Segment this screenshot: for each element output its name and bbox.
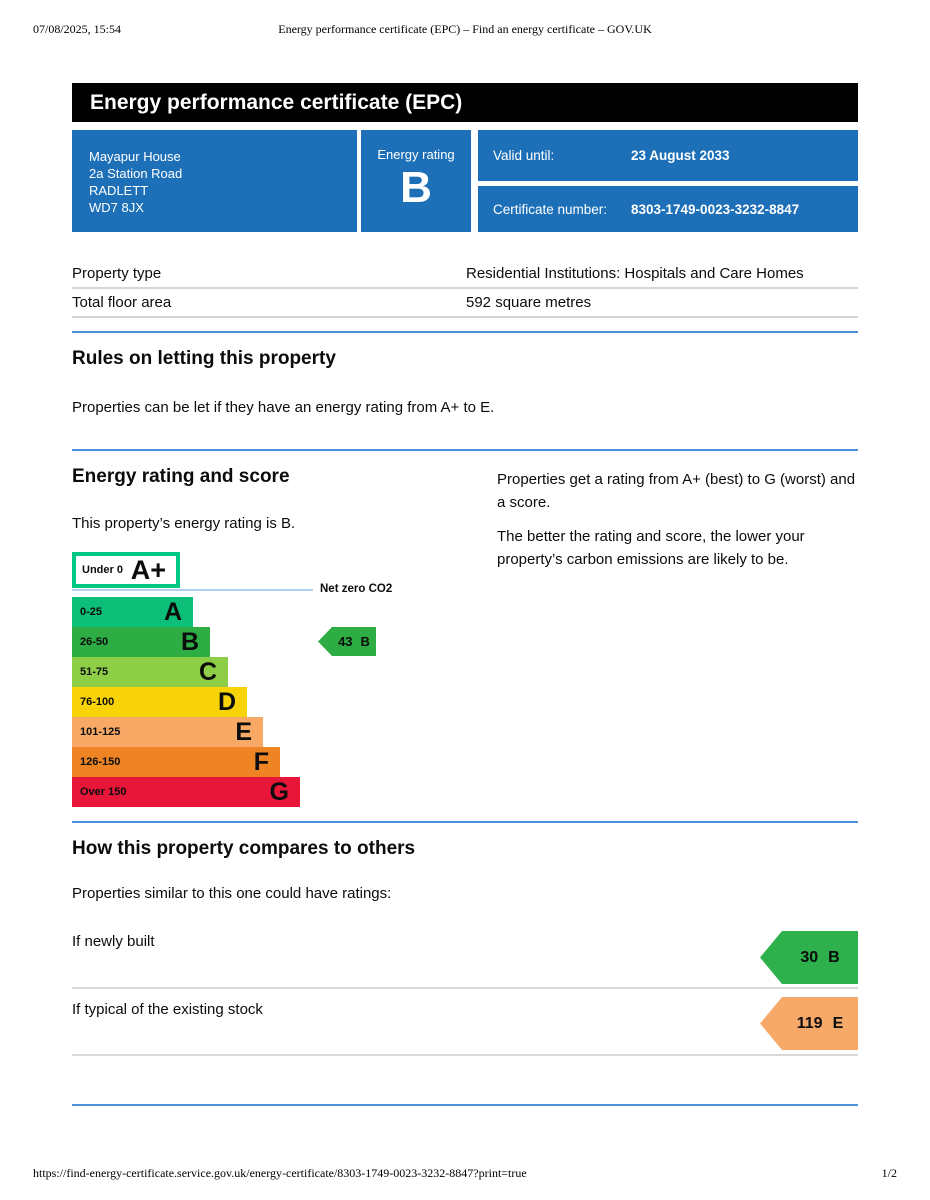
epc-band-range: 126-150 — [80, 756, 121, 768]
net-zero-label: Net zero CO2 — [320, 583, 393, 595]
table-row-floor-area: Total floor area 592 square metres — [72, 289, 858, 318]
compare-intro: Properties similar to this one could hav… — [72, 885, 392, 902]
energy-rating-box: Energy rating B — [361, 130, 471, 232]
epc-band-letter: E — [235, 717, 252, 746]
epc-band-b: 26-50 B — [72, 627, 210, 657]
epc-rating-chart: Under 0 A+ Net zero CO2 0-25 A 26-50 B 51-75… — [72, 552, 858, 810]
table-row-property-type: Property type Residential Institutions: … — [72, 260, 858, 289]
section-divider — [72, 821, 858, 823]
epc-band-c: 51-75 C — [72, 657, 228, 687]
address-line-2: 2a Station Road — [89, 166, 183, 181]
current-rating-marker: 43 B — [318, 627, 376, 656]
epc-band-scale: 0-25 A 26-50 B 51-75 C 76-100 D 101-125 E 126-150 F… — [72, 597, 300, 807]
compare-row-newly-built: If newly built 30 B — [72, 920, 858, 989]
left-arrow-icon — [318, 627, 376, 656]
certificate-number-box: Certificate number: 8303-1749-0023-3232-… — [478, 186, 858, 232]
valid-until-value: 23 August 2033 — [631, 148, 730, 163]
compare-heading: How this property compares to others — [72, 838, 416, 859]
epc-band-a-plus-range: Under 0 — [82, 564, 123, 576]
epc-band-d: 76-100 D — [72, 687, 247, 717]
address-line-1: Mayapur House — [89, 149, 181, 164]
current-band: B — [360, 634, 370, 649]
section-divider — [72, 449, 858, 451]
property-type-value: Residential Institutions: Hospitals and … — [466, 265, 804, 282]
rating-intro: This property’s energy rating is B. — [72, 515, 296, 532]
valid-until-box: Valid until: 23 August 2033 — [478, 130, 858, 181]
epc-band-a-plus-letter: A+ — [130, 554, 166, 585]
rating-aside-1: Properties get a rating from A+ (best) t… — [497, 471, 856, 511]
existing-stock-score: 119 — [796, 1014, 823, 1032]
epc-band-letter: B — [180, 627, 199, 656]
certificate-number-label: Certificate number: — [493, 201, 608, 217]
left-arrow-icon — [760, 997, 858, 1050]
epc-band-range: 26-50 — [80, 636, 109, 648]
energy-rating-label: Energy rating — [377, 147, 455, 162]
property-facts-table: Property type Residential Institutions: … — [72, 260, 858, 318]
newly-built-rating-marker: 30 B — [760, 931, 858, 984]
property-type-label: Property type — [72, 265, 162, 282]
epc-band-range: 51-75 — [80, 666, 109, 678]
certificate-summary: Mayapur House 2a Station Road RADLETT WD… — [72, 130, 858, 232]
epc-band-a-plus: Under 0 A+ — [72, 552, 180, 588]
address-line-4: WD7 8JX — [89, 200, 144, 215]
print-datetime: 07/08/2025, 15:54 — [33, 22, 122, 36]
epc-band-g: Over 150 G — [72, 777, 300, 807]
epc-band-e: 101-125 E — [72, 717, 263, 747]
floor-area-label: Total floor area — [72, 294, 172, 311]
epc-band-range: Over 150 — [80, 786, 127, 798]
epc-band-f: 126-150 F — [72, 747, 280, 777]
existing-stock-rating-marker: 119 E — [760, 997, 858, 1050]
certificate-meta: Valid until: 23 August 2033 Certificate … — [478, 130, 858, 232]
floor-area-value: 592 square metres — [466, 294, 592, 311]
epc-band-range: 101-125 — [80, 726, 121, 738]
left-arrow-icon — [760, 931, 858, 984]
epc-band-letter: G — [269, 777, 289, 806]
net-zero-line — [72, 589, 313, 591]
property-address: Mayapur House 2a Station Road RADLETT WD… — [72, 130, 357, 232]
rules-heading: Rules on letting this property — [72, 348, 336, 369]
certificate-number-value: 8303-1749-0023-3232-8847 — [631, 201, 800, 217]
rating-score-heading: Energy rating and score — [72, 466, 290, 487]
existing-stock-label: If typical of the existing stock — [72, 1001, 263, 1018]
rating-aside-2: The better the rating and score, the low… — [497, 528, 805, 568]
newly-built-score: 30 — [800, 948, 819, 966]
energy-rating-value: B — [400, 163, 432, 212]
address-line-3: RADLETT — [89, 183, 149, 198]
section-divider — [72, 331, 858, 333]
epc-band-range: 76-100 — [80, 696, 115, 708]
current-score: 43 — [338, 634, 353, 649]
epc-band-letter: F — [253, 747, 269, 776]
newly-built-label: If newly built — [72, 933, 155, 950]
epc-band-a: 0-25 A — [72, 597, 193, 627]
print-page-title: Energy performance certificate (EPC) – F… — [278, 22, 652, 36]
section-divider — [72, 1104, 858, 1106]
compare-row-existing-stock: If typical of the existing stock 119 E — [72, 989, 858, 1056]
existing-stock-band: E — [832, 1014, 844, 1032]
epc-band-range: 0-25 — [80, 606, 103, 618]
epc-band-letter: D — [217, 687, 236, 716]
print-url: https://find-energy-certificate.service.… — [33, 1166, 527, 1180]
epc-band-letter: A — [163, 597, 182, 626]
epc-band-letter: C — [198, 657, 217, 686]
valid-until-label: Valid until: — [493, 148, 555, 163]
rules-body: Properties can be let if they have an en… — [72, 399, 495, 416]
print-header: 07/08/2025, 15:54 Energy performance cer… — [0, 22, 930, 37]
newly-built-band: B — [828, 948, 840, 966]
certificate-banner: Energy performance certificate (EPC) — [72, 83, 858, 122]
print-page-number: 1/2 — [881, 1166, 897, 1180]
certificate-banner-title: Energy performance certificate (EPC) — [90, 90, 463, 114]
